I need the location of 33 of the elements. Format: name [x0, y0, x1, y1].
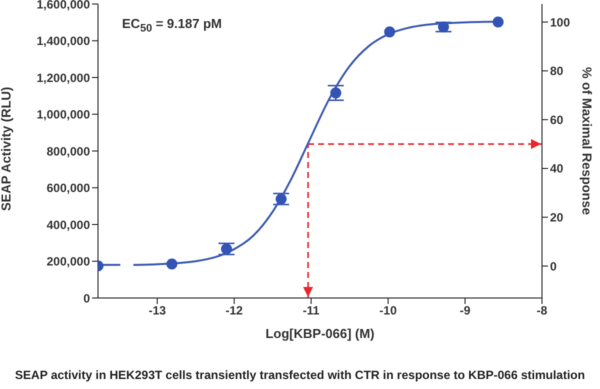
point — [166, 258, 178, 270]
point — [384, 26, 396, 38]
y2-tick-label: 0 — [550, 259, 557, 274]
y-tick-label: 1,000,000 — [36, 108, 90, 122]
y-tick-label: 400,000 — [46, 218, 90, 232]
x-tick-label: -8 — [536, 304, 548, 318]
text: SEAP activity in HEK293T cells transiently transfected with CTR in response to KBP-066 stimulation — [14, 368, 586, 382]
y-tick-label: 0 — [83, 291, 90, 306]
point — [492, 16, 504, 28]
x-tick-label: -13 — [148, 304, 166, 318]
y2-tick-label: 80 — [550, 64, 564, 78]
y2-axis-title: % of Maximal Response — [580, 66, 595, 216]
y2-tick-label: 40 — [550, 162, 564, 176]
point — [221, 243, 232, 254]
annotation: EC$_{50}$ = 9.187 pM — [122, 16, 222, 35]
y-axis-title: SEAP Activity (RLU) — [0, 86, 14, 211]
y-tick-label: 1,600,000 — [36, 0, 90, 12]
y-tick-label: 1,200,000 — [36, 70, 90, 85]
y-tick-label: 200,000 — [46, 254, 90, 269]
y-tick-label: 800,000 — [46, 144, 90, 158]
y2-tick-label: 100 — [550, 15, 570, 30]
x-tick-label: -10 — [379, 304, 398, 318]
x-tick-label: -11 — [302, 304, 320, 318]
point — [438, 21, 450, 32]
y-tick-label: 1,400,000 — [36, 34, 90, 48]
point — [276, 193, 287, 204]
x-tick-label: -12 — [226, 304, 244, 318]
y2-tick-label: 60 — [550, 112, 564, 127]
x-tick-label: -9 — [460, 304, 471, 318]
point — [330, 87, 342, 98]
y2-tick-label: 20 — [550, 210, 564, 224]
y-tick-label: 600,000 — [46, 181, 90, 196]
x-axis-title: Log[KBP-066] (M) — [265, 326, 375, 341]
